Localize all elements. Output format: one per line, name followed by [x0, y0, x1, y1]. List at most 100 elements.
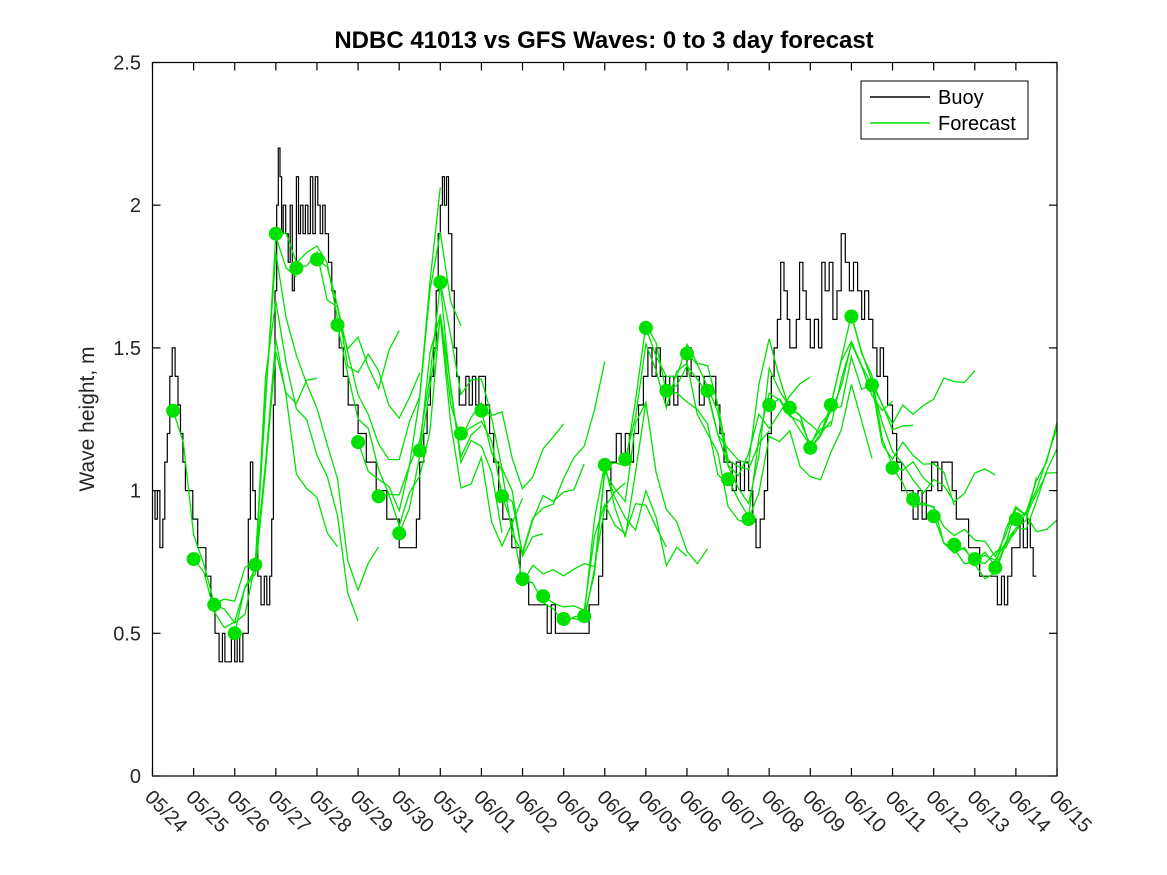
x-tick-label: 05/24 — [140, 786, 191, 837]
forecast-start-dot — [474, 403, 489, 418]
forecast-start-dot — [227, 626, 242, 641]
forecast-line — [213, 338, 339, 624]
x-tick-label: 06/06 — [675, 786, 726, 837]
forecast-line — [336, 231, 462, 496]
plot-area — [152, 62, 1057, 776]
forecast-start-dot — [741, 512, 756, 527]
forecast-line — [891, 467, 1017, 558]
x-tick-label: 06/02 — [510, 786, 561, 837]
forecast-start-dot — [556, 612, 571, 626]
forecast-start-dot — [412, 443, 427, 458]
forecast-start-dot — [392, 526, 407, 541]
x-tick-label: 06/13 — [963, 786, 1014, 837]
forecast-start-dot — [988, 560, 1003, 575]
forecast-line — [460, 420, 585, 555]
buoy-series — [152, 147, 1037, 663]
x-tick-label: 06/04 — [593, 786, 644, 837]
forecast-start-dot — [330, 318, 345, 333]
x-tick-label: 05/26 — [222, 786, 273, 837]
forecast-line — [480, 361, 606, 555]
forecast-start-dot — [885, 460, 900, 475]
forecast-start-dot — [536, 589, 551, 604]
forecast-line — [747, 384, 873, 520]
forecast-start-dot — [926, 509, 941, 524]
forecast-start-dot — [289, 261, 304, 275]
forecast-start-dot — [597, 457, 612, 472]
forecast-line — [974, 448, 1057, 562]
forecast-line — [871, 384, 996, 503]
forecast-start-dot — [1008, 512, 1023, 527]
forecast-start-dot — [823, 398, 838, 412]
x-tick-label: 05/31 — [428, 786, 479, 837]
forecast-start-dot — [166, 403, 181, 418]
x-tick-label: 06/05 — [634, 786, 685, 837]
x-tick-label: 06/15 — [1045, 786, 1096, 837]
forecast-start-dot — [186, 552, 201, 567]
forecast-start-dot — [700, 383, 715, 398]
forecast-start-dot — [618, 452, 633, 467]
y-axis-label: Wave height, m — [76, 346, 99, 491]
legend-box — [860, 80, 1029, 140]
forecast-start-dot — [371, 489, 386, 504]
legend-buoy-label: Buoy — [938, 87, 984, 109]
legend: Buoy Forecast — [860, 80, 1029, 140]
forecast-start-dot — [844, 309, 859, 324]
buoy-line — [152, 147, 1037, 663]
forecast-series — [172, 187, 1057, 634]
y-tick-label: 0 — [130, 766, 141, 788]
x-tick-label: 06/14 — [1004, 786, 1055, 837]
y-tick-label: 2 — [130, 195, 141, 217]
forecast-start-dot — [803, 440, 818, 455]
x-tick-label: 05/28 — [305, 786, 356, 837]
x-tick-label: 05/27 — [264, 786, 315, 837]
forecast-start-dot — [782, 400, 797, 415]
forecast-start-dot — [453, 426, 468, 441]
forecast-start-dot — [947, 537, 962, 552]
forecast-start-dot — [248, 557, 263, 572]
forecast-start-dot — [680, 346, 694, 361]
x-tick-label: 06/08 — [757, 786, 808, 837]
forecast-start-dot — [721, 472, 736, 487]
forecast-line — [1015, 422, 1057, 520]
forecast-line — [439, 282, 565, 490]
x-tick-label: 05/25 — [181, 786, 232, 837]
forecast-start-dot — [659, 383, 674, 398]
forecast-start-dot — [865, 378, 879, 392]
x-tick-label: 06/09 — [798, 786, 849, 837]
forecast-line — [645, 327, 770, 471]
forecast-start-dot — [638, 320, 653, 335]
forecast-line — [624, 341, 749, 525]
forecast-start-dot — [577, 609, 592, 624]
plot-border — [151, 61, 1058, 777]
x-tick-label: 06/01 — [469, 786, 520, 837]
forecast-start-markers — [166, 226, 1023, 641]
y-tick-label: 2.5 — [113, 53, 141, 75]
y-tick-label: 1 — [130, 481, 141, 503]
forecast-line — [419, 314, 544, 559]
forecast-start-dot — [433, 275, 448, 290]
y-tick-label: 1.5 — [113, 338, 141, 360]
forecast-line — [357, 283, 482, 513]
forecast-start-dot — [310, 252, 324, 267]
forecast-start-dot — [906, 492, 921, 507]
forecast-start-dot — [967, 552, 982, 567]
x-tick-label: 06/12 — [921, 786, 972, 837]
forecast-start-dot — [268, 226, 283, 241]
x-tick-label: 05/30 — [387, 786, 438, 837]
x-tick-label: 06/11 — [881, 787, 931, 837]
chart-title: NDBC 41013 vs GFS Waves: 0 to 3 day fore… — [334, 27, 873, 54]
forecast-start-dot — [351, 435, 366, 450]
forecast-line — [666, 338, 791, 465]
forecast-start-dot — [515, 572, 530, 587]
forecast-line — [542, 502, 667, 612]
x-tick-label: 06/03 — [551, 786, 602, 837]
x-tick-label: 05/29 — [346, 786, 397, 837]
legend-forecast-label: Forecast — [938, 113, 1016, 135]
forecast-line — [378, 313, 503, 533]
y-tick-label: 0.5 — [113, 623, 141, 645]
forecast-line — [830, 339, 955, 506]
x-tick-label: 06/07 — [716, 786, 767, 837]
forecast-line — [706, 365, 832, 506]
